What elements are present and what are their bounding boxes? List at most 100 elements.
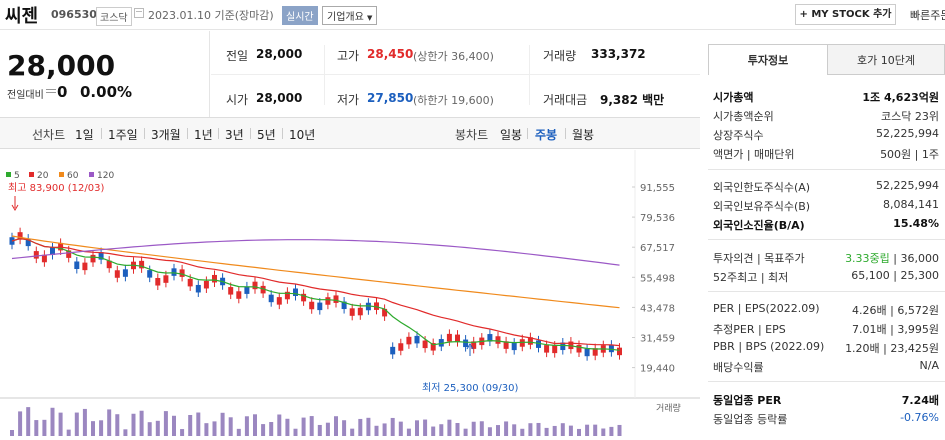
open-value: 28,000: [256, 91, 303, 105]
volume-bar: [350, 428, 355, 436]
upper-limit: (상한가 36,400): [413, 50, 494, 63]
volume-bar: [58, 412, 63, 436]
volume-bar: [269, 422, 274, 436]
tab-3year[interactable]: 3년: [225, 128, 244, 142]
company-overview-dropdown[interactable]: 기업개요 ▼: [322, 6, 378, 25]
quick-order-link[interactable]: 빠른주문: [910, 9, 945, 22]
current-price: 28,000: [7, 49, 116, 82]
stock-chart[interactable]: 5 20 60 120 91,555 79,536 67,517 55,498 43,478 3…: [0, 150, 700, 436]
volume-bar: [568, 425, 573, 436]
candle: [430, 343, 436, 351]
candle: [357, 307, 363, 316]
volume-bar: [496, 425, 500, 436]
ma-line-120: [11, 239, 620, 266]
candle: [511, 342, 517, 351]
candle: [495, 336, 501, 344]
volume-bar: [334, 416, 338, 436]
tab-orderbook[interactable]: 호가 10단계: [827, 44, 945, 75]
line-chart-label: 선차트: [32, 128, 66, 142]
candle: [293, 288, 298, 297]
chevron-down-icon: ▼: [367, 14, 373, 22]
open-label: 시가: [226, 93, 249, 107]
volume-bar: [512, 424, 517, 436]
volume-bar: [18, 411, 23, 436]
tab-1week[interactable]: 1주일: [108, 128, 138, 142]
candle: [147, 270, 153, 278]
legend-swatch-20: [29, 172, 34, 177]
volume-bar: [617, 424, 622, 436]
volume-bar: [188, 414, 193, 436]
volume-bar: [601, 428, 606, 436]
candle: [382, 308, 388, 317]
tab-1year[interactable]: 1년: [194, 128, 213, 142]
volume-bar: [277, 414, 282, 436]
cap-rank-row: 시가총액순위 코스닥 23위: [713, 110, 939, 123]
y-tick-label: 31,459: [640, 334, 675, 345]
volume-bar: [196, 412, 201, 436]
tab-monthly[interactable]: 월봉: [572, 128, 595, 142]
volume-bar: [406, 428, 411, 436]
volume-bar: [50, 407, 55, 436]
volume-bar: [228, 417, 233, 436]
volume-bar: [528, 423, 533, 436]
volume-bar: [253, 414, 257, 436]
candle: [163, 275, 169, 283]
candle: [608, 344, 614, 353]
volume-bar: [82, 408, 87, 436]
legend-label-20: 20: [37, 171, 49, 181]
volume-bar: [504, 421, 509, 436]
max-annotation: 최고 83,900 (12/03): [8, 182, 104, 194]
candle: [544, 345, 550, 353]
high-value: 28,450: [367, 47, 414, 61]
ma-line-20: [11, 237, 620, 347]
legend-swatch-60: [59, 172, 64, 177]
market-cap-row: 시가총액 1조 4,623억원: [713, 91, 939, 104]
per-row: PER | EPS(2022.09) 4.26배 | 6,572원: [713, 302, 939, 317]
candle: [25, 238, 31, 247]
volume-bar: [301, 417, 306, 436]
tab-1day[interactable]: 1일: [75, 128, 94, 142]
candle: [82, 262, 88, 271]
tab-weekly[interactable]: 주봉: [535, 128, 558, 142]
candle: [592, 348, 598, 356]
candle: [74, 261, 80, 270]
top-bar: 씨젠 096530 코스닥 2023.01.10 기준(장마감) 실시간 기업개…: [0, 0, 945, 30]
foreign-ratio-row: 외국인소진율(B/A) 15.48%: [713, 217, 939, 232]
tab-investment-info[interactable]: 투자정보: [708, 44, 828, 75]
volume-bar: [342, 420, 347, 436]
tab-daily[interactable]: 일봉: [500, 128, 523, 142]
candle: [284, 291, 290, 300]
tab-10year[interactable]: 10년: [289, 128, 316, 142]
volume-bar: [180, 429, 185, 436]
candle: [276, 297, 282, 305]
add-my-stock-button[interactable]: + MY STOCK 추가: [795, 4, 896, 25]
volume-bar: [325, 422, 330, 436]
volume-bar: [10, 430, 14, 436]
base-date: 2023.01.10 기준(장마감): [148, 9, 274, 22]
candle: [122, 269, 128, 277]
volume-bar: [585, 424, 590, 436]
foreign-limit-row: 외국인한도주식수(A) 52,225,994: [713, 179, 939, 194]
candle-chart-label: 봉차트: [455, 128, 489, 142]
candle: [317, 302, 323, 311]
tab-5year[interactable]: 5년: [257, 128, 276, 142]
volume-bar: [115, 414, 120, 436]
candle: [98, 252, 104, 260]
candle: [333, 295, 339, 303]
est-per-row: 추정PER | EPS 7.01배 | 3,995원: [713, 323, 939, 336]
realtime-button[interactable]: 실시간: [282, 6, 318, 25]
candle: [503, 341, 509, 349]
candle: [487, 334, 493, 342]
price-change-rate: 0.00%: [80, 83, 133, 101]
volume-bar: [415, 420, 419, 436]
volume-bar: [204, 423, 209, 436]
volume-bar: [317, 424, 322, 436]
tab-3month[interactable]: 3개월: [151, 128, 181, 142]
volume-bar: [293, 428, 298, 436]
candle: [139, 260, 145, 269]
stock-name: 씨젠: [5, 6, 39, 27]
opinion-row: 투자의견 | 목표주가 3.33중립 | 36,000: [713, 252, 939, 265]
candle: [390, 346, 396, 355]
volume-bar: [261, 424, 266, 436]
prev-close-label: 전일: [226, 49, 249, 63]
